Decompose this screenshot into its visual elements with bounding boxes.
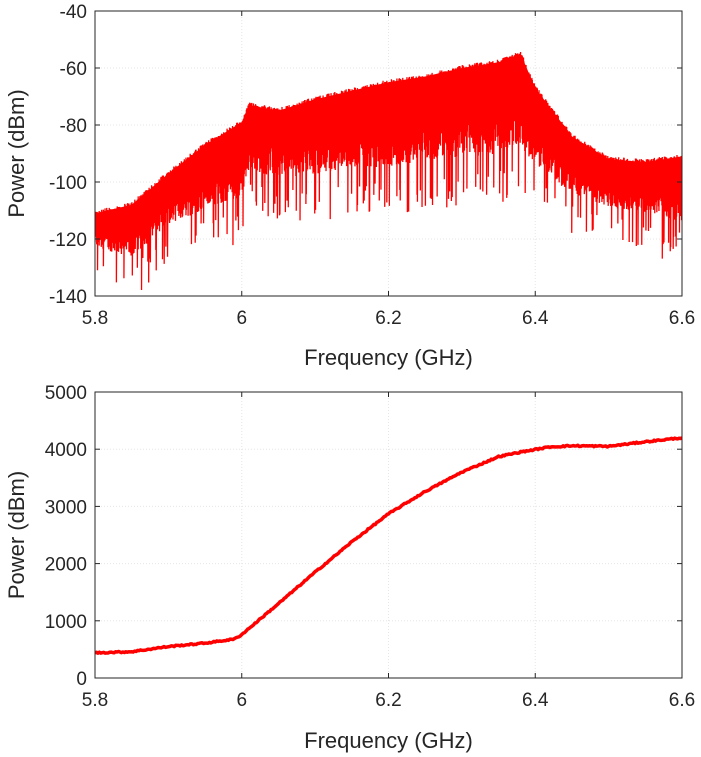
x-tick-label: 6 xyxy=(236,690,247,711)
y-tick-label: -120 xyxy=(49,230,87,251)
x-tick-label: 6.6 xyxy=(669,690,695,711)
y-axis-label: Power (dBm) xyxy=(4,89,29,217)
y-tick-label: -140 xyxy=(49,287,87,308)
y-tick-label: 3000 xyxy=(45,497,87,518)
x-tick-label: 6.2 xyxy=(375,308,401,329)
series-group xyxy=(95,51,682,290)
x-tick-label: 6.6 xyxy=(669,308,695,329)
y-tick-label: 0 xyxy=(76,669,87,690)
y-tick-label: -40 xyxy=(60,2,87,23)
series-line xyxy=(95,436,682,655)
y-tick-label: 5000 xyxy=(45,383,87,404)
y-tick-label: 2000 xyxy=(45,555,87,576)
y-tick-label: -100 xyxy=(49,173,87,194)
series-group xyxy=(95,436,682,655)
x-tick-label: 5.8 xyxy=(82,308,108,329)
y-tick-label: -60 xyxy=(60,59,87,80)
y-tick-label: 4000 xyxy=(45,440,87,461)
y-tick-label: 1000 xyxy=(45,612,87,633)
x-tick-label: 6 xyxy=(236,308,247,329)
x-tick-label: 5.8 xyxy=(82,690,108,711)
x-axis-label: Frequency (GHz) xyxy=(304,728,473,753)
y-axis-label: Power (dBm) xyxy=(4,471,29,599)
x-axis-label: Frequency (GHz) xyxy=(304,345,473,370)
series-band xyxy=(95,53,682,232)
x-tick-label: 6.4 xyxy=(522,308,549,329)
plot-area xyxy=(95,392,682,678)
chart-2: 5.8 6 6.2 6.4 6.6 0 1000 2000 3000 4000 5000 Freque… xyxy=(4,383,695,753)
x-tick-label: 6.4 xyxy=(522,690,549,711)
chart-1: 5.8 6 6.2 6.4 6.6 -140 -120 -100 -80 -60 -40 Freque… xyxy=(4,2,695,370)
x-tick-label: 6.2 xyxy=(375,690,401,711)
y-tick-label: -80 xyxy=(60,116,87,137)
